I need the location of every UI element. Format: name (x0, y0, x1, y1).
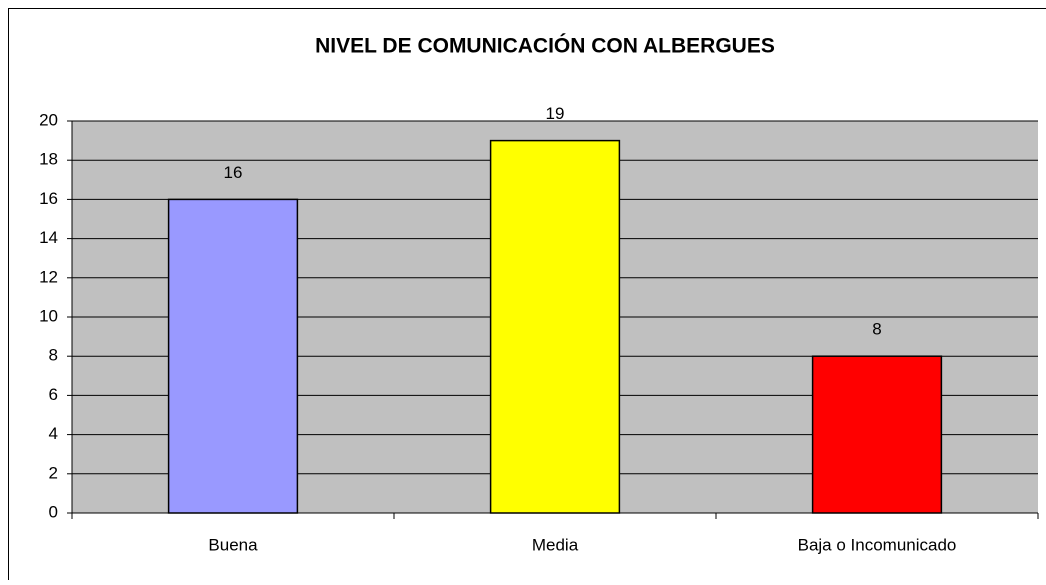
data-label: 19 (546, 104, 565, 123)
bar (491, 141, 620, 513)
y-tick-label: 2 (49, 463, 58, 482)
chart-title: NIVEL DE COMUNICACIÓN CON ALBERGUES (315, 34, 775, 58)
data-label: 8 (872, 320, 881, 339)
x-tick-label: Buena (208, 535, 258, 554)
y-tick-label: 0 (49, 502, 58, 521)
bar (813, 356, 942, 513)
y-tick-label: 6 (49, 385, 58, 404)
y-tick-label: 14 (39, 228, 58, 247)
y-tick-label: 4 (49, 424, 58, 443)
x-tick-label: Baja o Incomunicado (798, 535, 957, 554)
x-tick-label: Media (532, 535, 579, 554)
data-label: 16 (224, 163, 243, 182)
y-tick-label: 10 (39, 306, 58, 325)
y-tick-label: 20 (39, 110, 58, 129)
y-tick-label: 8 (49, 346, 58, 365)
y-tick-label: 16 (39, 189, 58, 208)
bar (169, 199, 298, 513)
y-tick-label: 18 (39, 150, 58, 169)
y-tick-label: 12 (39, 267, 58, 286)
